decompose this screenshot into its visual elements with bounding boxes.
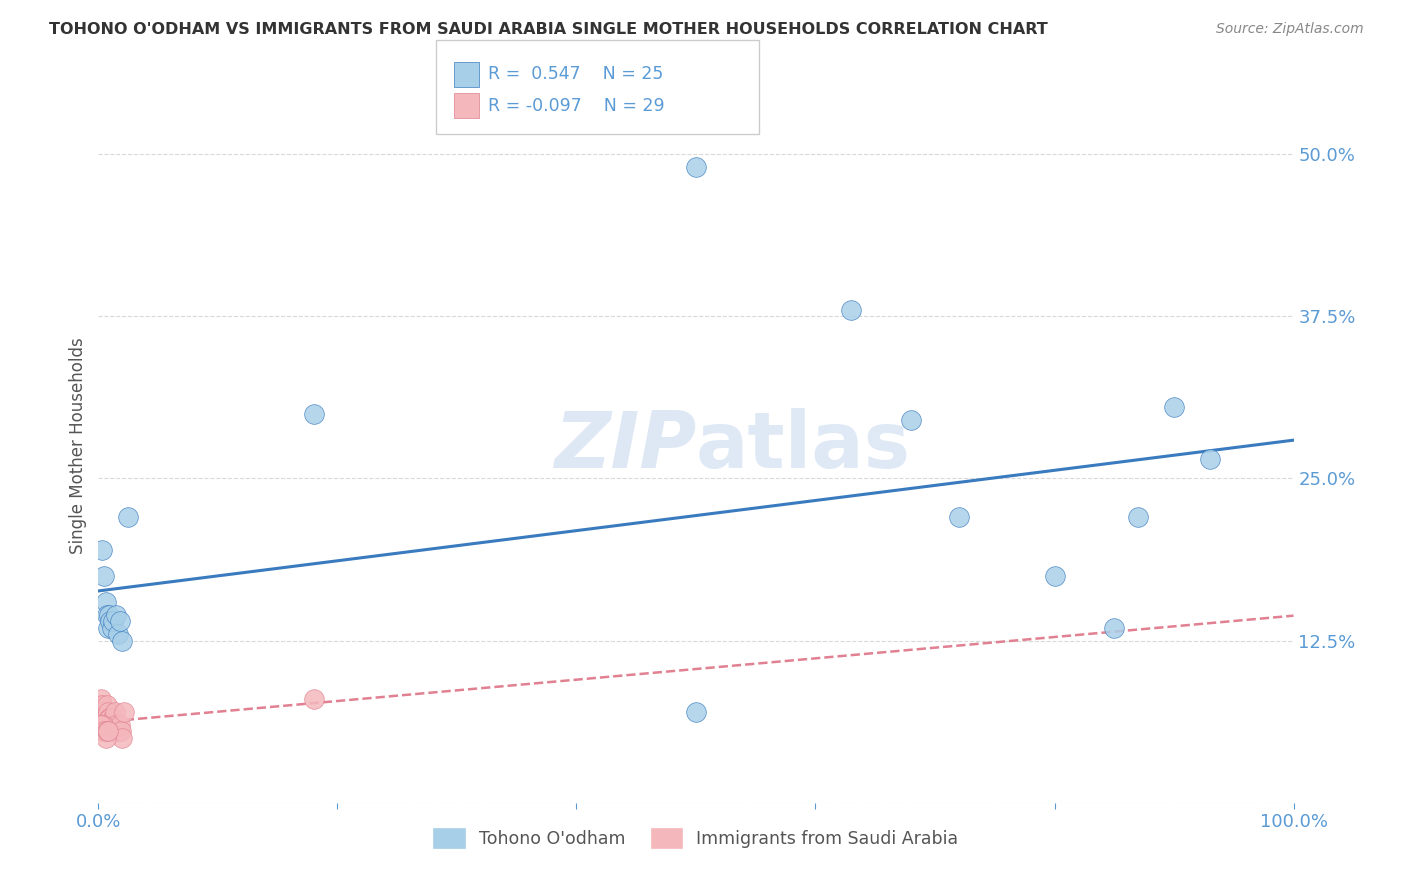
Point (111, 731, 134, 745)
Point (103, 718, 125, 732)
Point (98, 711, 121, 725)
Point (302, 407, 325, 421)
Point (96, 607, 118, 622)
Point (91, 724, 114, 739)
Point (1199, 452, 1222, 467)
Text: R = -0.097    N = 29: R = -0.097 N = 29 (488, 96, 665, 114)
Point (685, 160, 707, 174)
Point (112, 705, 135, 719)
Point (91, 705, 114, 719)
Point (107, 724, 129, 739)
Point (98, 614, 122, 628)
Point (94, 711, 117, 725)
Point (91, 542, 114, 557)
Point (93, 724, 115, 739)
Point (101, 711, 124, 725)
Text: ZIP: ZIP (554, 408, 696, 484)
Text: TOHONO O'ODHAM VS IMMIGRANTS FROM SAUDI ARABIA SINGLE MOTHER HOUSEHOLDS CORRELAT: TOHONO O'ODHAM VS IMMIGRANTS FROM SAUDI … (49, 22, 1047, 37)
Point (948, 510, 970, 524)
Point (90, 692, 112, 706)
Point (1128, 510, 1150, 524)
Text: atlas: atlas (696, 408, 911, 484)
Point (97, 705, 120, 719)
Point (91, 718, 114, 732)
Point (107, 724, 129, 739)
Point (98, 607, 121, 622)
Point (100, 718, 122, 732)
Point (900, 413, 922, 427)
Point (90, 718, 112, 732)
Point (93, 568, 115, 582)
Point (93, 711, 115, 725)
Point (96, 698, 118, 713)
Point (96, 724, 118, 739)
Text: Source: ZipAtlas.com: Source: ZipAtlas.com (1216, 22, 1364, 37)
Point (105, 718, 128, 732)
Point (100, 621, 122, 635)
Point (1163, 400, 1185, 414)
Point (104, 705, 127, 719)
Legend: Tohono O'odham, Immigrants from Saudi Arabia: Tohono O'odham, Immigrants from Saudi Ar… (426, 821, 966, 855)
Text: R =  0.547    N = 25: R = 0.547 N = 25 (488, 65, 664, 83)
Point (108, 718, 131, 732)
Point (111, 633, 134, 648)
Point (105, 607, 128, 622)
Point (97, 724, 120, 739)
Point (117, 510, 139, 524)
Point (110, 724, 132, 739)
Y-axis label: Single Mother Households: Single Mother Households (69, 338, 87, 554)
Point (108, 614, 131, 628)
Point (841, 302, 863, 317)
Point (1043, 568, 1066, 582)
Point (1104, 621, 1126, 635)
Point (91, 698, 114, 713)
Point (302, 692, 325, 706)
Point (89, 698, 111, 713)
Point (98, 711, 122, 725)
Point (685, 705, 707, 719)
Point (97, 621, 120, 635)
Point (94, 595, 117, 609)
Point (107, 627, 129, 641)
Point (101, 614, 124, 628)
Point (94, 731, 117, 745)
